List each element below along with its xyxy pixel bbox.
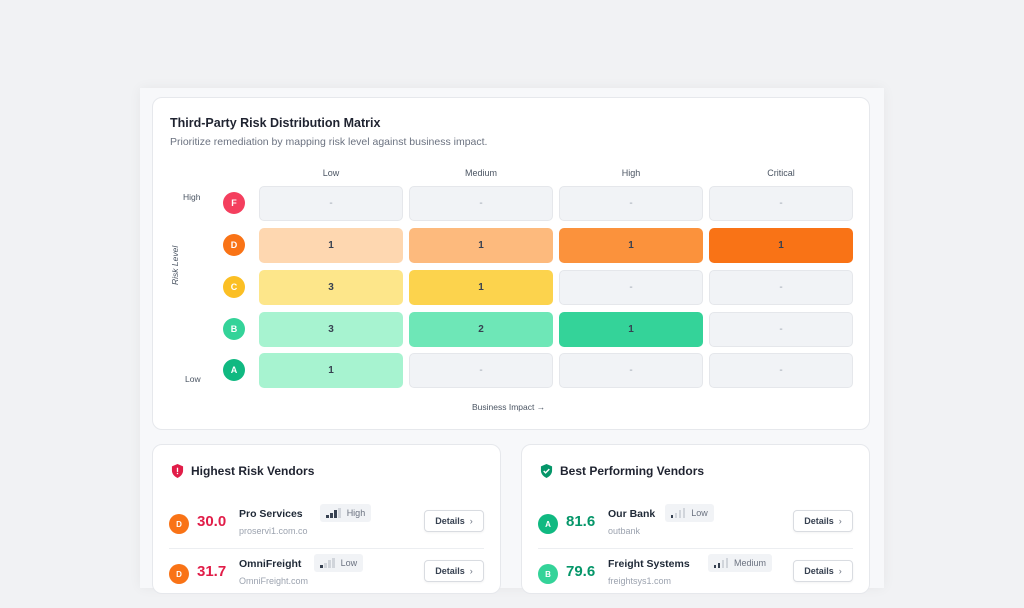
grade-badge-c: C [223,276,245,298]
y-high-label: High [183,192,201,202]
matrix-cell[interactable]: 1 [409,270,553,305]
divider [538,548,853,549]
grade-badge-a: A [223,359,245,381]
vendor-name: OmniFreight [239,558,302,570]
matrix-cell[interactable]: 1 [559,228,703,263]
matrix-cell[interactable]: - [709,312,853,347]
vendor-row: B 79.6 Freight Systems Medium freightsys1.co… [538,554,853,608]
vendor-domain: proservi1.com.co [239,526,308,536]
matrix-cell[interactable]: - [709,186,853,221]
matrix-cell[interactable]: - [259,186,403,221]
vendor-domain: outbank [608,526,641,536]
vendor-domain: freightsys1.com [608,576,672,586]
matrix-cell[interactable]: - [709,270,853,305]
highest-risk-card: Highest Risk Vendors D 30.0 Pro Services Hi… [152,444,501,594]
matrix-cell[interactable]: 3 [259,312,403,347]
impact-pill: Low [314,554,364,572]
matrix-subtitle: Prioritize remediation by mapping risk l… [170,136,488,148]
details-button[interactable]: Details › [424,510,484,532]
matrix-cell[interactable]: - [559,186,703,221]
column-header-critical: Critical [767,168,795,178]
highest-risk-title: Highest Risk Vendors [191,464,315,478]
x-axis-label: Business Impact → [472,402,546,412]
grade-badge: D [169,514,189,534]
grade-badge-f: F [223,192,245,214]
column-header-high: High [621,168,641,178]
vendor-score: 31.7 [197,563,227,580]
column-header-medium: Medium [464,168,497,178]
vendor-domain: OmniFreight.com [239,576,309,586]
divider [169,548,484,549]
matrix-cell[interactable]: - [709,353,853,388]
details-label: Details [804,566,834,576]
impact-pill: Low [664,504,714,522]
vendor-name: Our Bank [608,508,656,520]
matrix-cell[interactable]: - [559,353,703,388]
matrix-cell[interactable]: 3 [259,270,403,305]
grade-badge: A [538,514,558,534]
impact-level: Low [340,558,358,568]
impact-level: Medium [734,558,767,568]
shield-check-icon [540,464,553,478]
grade-badge: D [169,564,189,584]
signal-bars-icon [713,558,728,568]
matrix-cell[interactable]: 1 [559,312,703,347]
details-label: Details [435,516,465,526]
details-label: Details [804,516,834,526]
vendor-score: 79.6 [566,563,596,580]
impact-pill: Medium [707,554,773,572]
vendor-row: D 31.7 OmniFreight Low OmniFreight.com Detail… [169,554,484,608]
details-button[interactable]: Details › [424,560,484,582]
matrix-title: Third-Party Risk Distribution Matrix [170,116,381,130]
signal-bars-icon [670,508,686,518]
grade-badge-d: D [223,234,245,256]
vendor-score: 81.6 [566,513,596,530]
matrix-cell[interactable]: 1 [409,228,553,263]
matrix-cell[interactable]: - [409,353,553,388]
vendor-name: Freight Systems [608,558,690,570]
vendor-name: Pro Services [239,508,303,520]
details-label: Details [435,566,465,576]
matrix-cell[interactable]: 1 [709,228,853,263]
signal-bars-icon [320,558,335,568]
chevron-right-icon: › [838,566,842,576]
matrix-cell[interactable]: 2 [409,312,553,347]
grade-badge: B [538,564,558,584]
shield-alert-icon [171,464,184,478]
matrix-cell[interactable]: 1 [259,228,403,263]
grade-badge-b: B [223,318,245,340]
best-performing-title: Best Performing Vendors [560,464,705,478]
chevron-right-icon: › [469,566,473,576]
details-button[interactable]: Details › [793,510,853,532]
impact-level: Low [691,508,708,518]
details-button[interactable]: Details › [793,560,853,582]
impact-level: High [346,508,366,518]
vendor-score: 30.0 [197,513,227,530]
chevron-right-icon: › [838,516,842,526]
chevron-right-icon: › [469,516,473,526]
signal-bars-icon [326,508,341,518]
y-axis-label: Risk Level [170,245,180,285]
y-low-label: Low [185,374,201,384]
impact-pill: High [320,504,372,522]
matrix-cell[interactable]: 1 [259,353,403,388]
column-header-low: Low [322,168,340,178]
vendor-row: A 81.6 Our Bank Low outbank Details › [538,504,853,558]
best-performing-card: Best Performing Vendors A 81.6 Our Bank Low… [521,444,870,594]
vendor-row: D 30.0 Pro Services High proservi1.com.co Det… [169,504,484,558]
matrix-cell[interactable]: - [409,186,553,221]
matrix-cell[interactable]: - [559,270,703,305]
